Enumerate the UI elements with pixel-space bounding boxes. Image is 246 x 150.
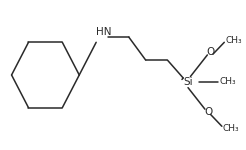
Text: O: O	[206, 47, 215, 57]
Text: CH₃: CH₃	[225, 36, 242, 45]
Text: HN: HN	[96, 27, 112, 37]
Text: CH₃: CH₃	[223, 124, 239, 133]
Text: O: O	[204, 107, 212, 117]
Text: CH₃: CH₃	[219, 77, 236, 86]
Text: Si: Si	[183, 77, 193, 87]
